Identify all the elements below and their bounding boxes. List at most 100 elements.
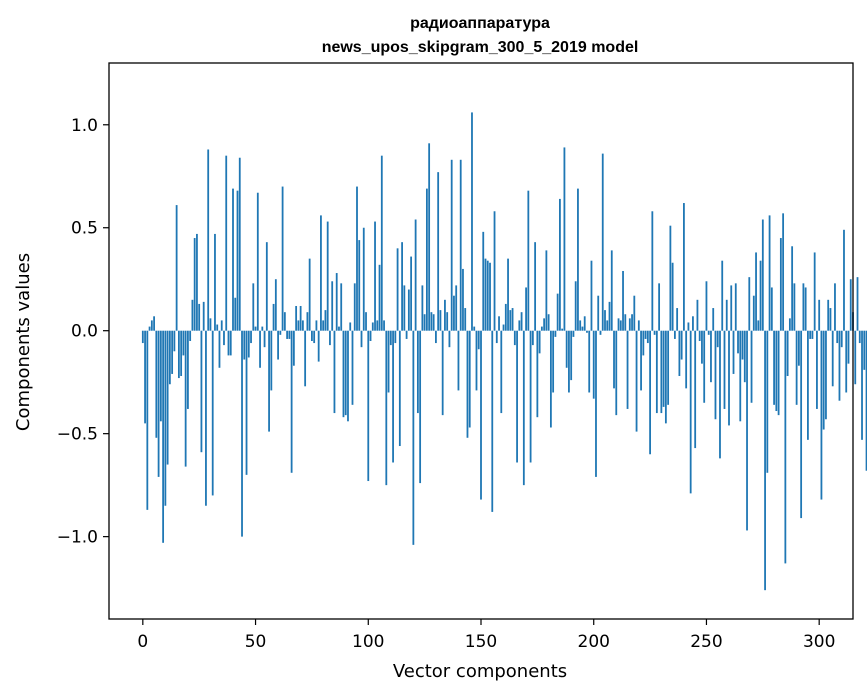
bar	[619, 320, 622, 331]
bar	[297, 320, 300, 331]
bar	[572, 330, 575, 337]
bar	[737, 330, 739, 354]
bar	[385, 330, 388, 486]
bar	[365, 312, 367, 331]
bar	[705, 281, 708, 331]
bar	[486, 260, 489, 331]
bar	[311, 330, 313, 341]
bar	[529, 330, 532, 463]
chart-subtitle: news_upos_skipgram_300_5_2019 model	[322, 39, 639, 56]
bar	[504, 303, 507, 331]
bar	[509, 310, 512, 331]
bar	[223, 330, 225, 346]
bar	[360, 330, 363, 348]
bar	[626, 330, 629, 409]
bar	[238, 157, 241, 331]
bar	[349, 322, 352, 331]
bar	[525, 287, 527, 331]
bar	[421, 285, 424, 331]
bar	[678, 330, 681, 376]
x-axis: 0 50 100 150 200 250 300	[137, 619, 835, 652]
bar	[534, 242, 537, 331]
x-tick-label: 100	[352, 632, 384, 652]
bar	[748, 277, 751, 331]
bar	[565, 330, 568, 368]
bar	[342, 330, 345, 418]
bar	[759, 260, 762, 331]
bar	[622, 270, 624, 331]
bar	[703, 330, 706, 403]
x-tick-label: 200	[578, 632, 610, 652]
bar	[813, 252, 816, 331]
x-tick-label: 50	[245, 632, 267, 652]
bar	[628, 318, 631, 331]
bar	[556, 293, 559, 331]
bar	[329, 330, 331, 346]
bar	[570, 330, 573, 381]
bar	[809, 330, 812, 339]
bar	[387, 330, 390, 393]
bar	[764, 330, 766, 591]
bar	[631, 314, 633, 331]
bar	[214, 233, 216, 331]
bar	[340, 283, 343, 331]
bar	[757, 320, 760, 331]
bar	[473, 326, 476, 331]
bar	[371, 322, 374, 331]
bar	[836, 330, 839, 344]
bar	[205, 330, 207, 506]
bar	[263, 330, 266, 348]
bar	[606, 320, 609, 331]
bar	[601, 153, 604, 331]
bar	[457, 330, 460, 391]
bar	[315, 320, 318, 331]
bar	[568, 330, 570, 393]
bar	[459, 159, 462, 331]
bar	[419, 330, 422, 484]
bar	[624, 314, 627, 331]
bar	[202, 301, 205, 331]
bar	[410, 256, 413, 331]
bar	[646, 330, 649, 344]
bar	[669, 225, 672, 331]
bar	[389, 330, 392, 346]
bar	[466, 330, 469, 438]
bar	[752, 295, 755, 331]
bar	[423, 314, 426, 331]
bar	[265, 242, 268, 331]
bar	[637, 320, 640, 331]
bar	[162, 330, 165, 543]
bar	[671, 262, 674, 331]
bar	[725, 299, 728, 331]
bar	[403, 285, 406, 331]
bar	[597, 295, 600, 331]
bar	[462, 268, 464, 331]
bar	[689, 330, 692, 494]
bar	[502, 324, 505, 331]
bar	[655, 330, 658, 414]
bar	[766, 330, 769, 473]
bar	[680, 330, 683, 360]
bar	[356, 186, 358, 331]
bar	[816, 330, 818, 409]
bar	[234, 297, 237, 331]
bar	[173, 330, 176, 352]
y-tick-label: 0.0	[71, 322, 98, 342]
bar	[827, 299, 830, 331]
bar	[500, 330, 503, 414]
bar	[261, 326, 264, 331]
bar	[658, 283, 661, 331]
bar	[635, 330, 638, 432]
bar	[782, 213, 785, 331]
bar	[633, 295, 636, 331]
bar	[545, 250, 548, 331]
bar	[250, 330, 252, 344]
x-tick-label: 0	[137, 632, 148, 652]
bar	[288, 330, 291, 339]
y-axis-label: Components values	[13, 253, 34, 431]
bar	[861, 330, 863, 440]
bar	[416, 330, 419, 414]
bar	[279, 330, 282, 335]
bar	[773, 330, 775, 405]
